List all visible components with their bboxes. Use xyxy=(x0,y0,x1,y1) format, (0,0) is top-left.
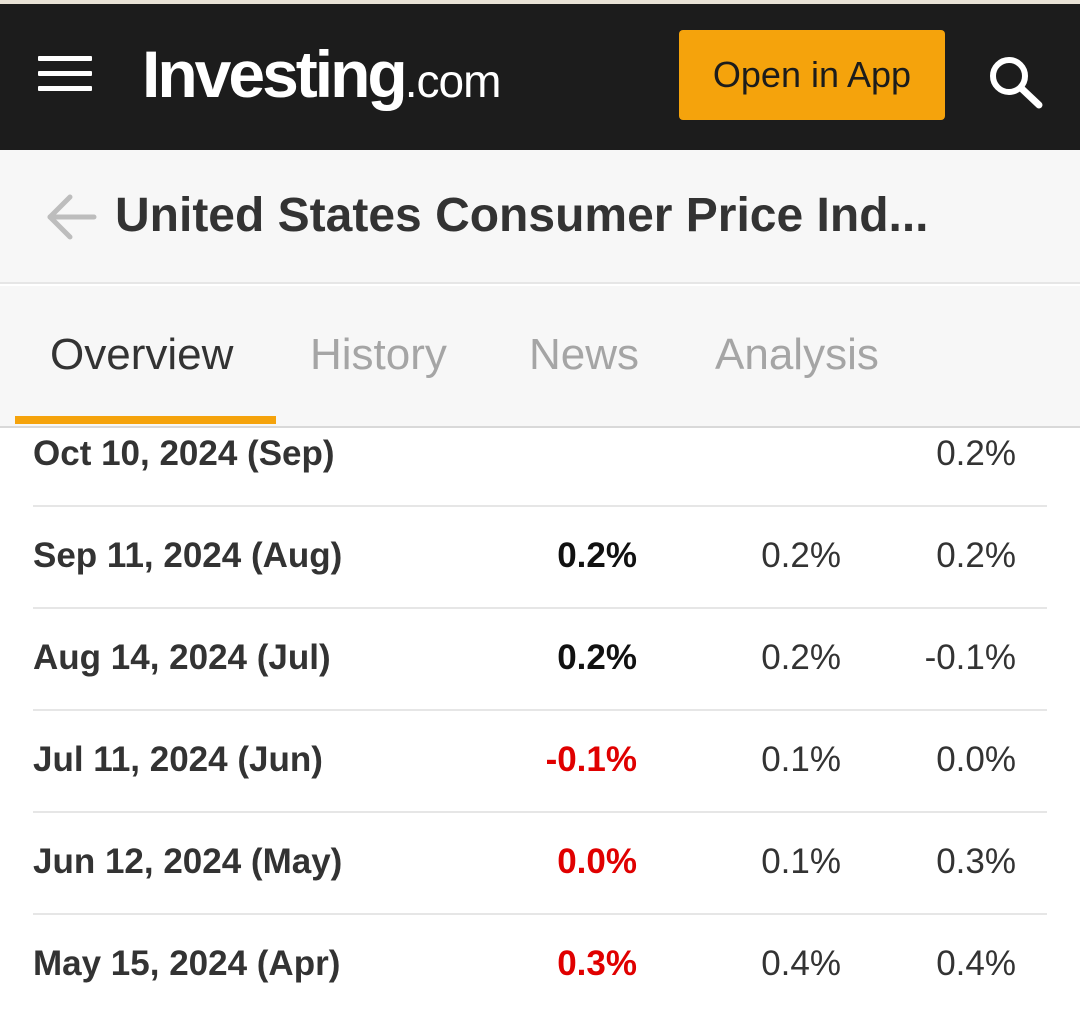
logo-tld-text: .com xyxy=(404,55,502,107)
actual-value: 0.2% xyxy=(557,638,637,677)
actual-value: 0.2% xyxy=(557,536,637,575)
tab-news[interactable]: News xyxy=(529,330,640,379)
hamburger-menu-icon[interactable] xyxy=(38,56,92,96)
table-row: Sep 11, 2024 (Aug) 0.2% 0.2% 0.2% xyxy=(33,507,1047,609)
forecast-value: 0.1% xyxy=(761,740,841,779)
table-row: Jun 12, 2024 (May) 0.0% 0.1% 0.3% xyxy=(33,813,1047,915)
title-bar: United States Consumer Price Ind... xyxy=(0,150,1080,284)
logo-main-text: Investing xyxy=(142,37,408,111)
back-arrow-icon[interactable] xyxy=(44,192,98,242)
release-date: May 15, 2024 (Apr) xyxy=(33,944,341,983)
actual-value: 0.0% xyxy=(557,842,637,881)
tab-overview[interactable]: Overview xyxy=(50,330,234,379)
table-row: Aug 14, 2024 (Jul) 0.2% 0.2% -0.1% xyxy=(33,609,1047,711)
previous-value: 0.3% xyxy=(936,842,1016,881)
actual-value: 0.3% xyxy=(557,944,637,983)
forecast-value: 0.4% xyxy=(761,944,841,983)
tab-history[interactable]: History xyxy=(310,330,447,379)
active-tab-indicator xyxy=(15,416,276,424)
app-header: Investing.com Open in App xyxy=(0,4,1080,150)
table-row: May 15, 2024 (Apr) 0.3% 0.4% 0.4% xyxy=(33,915,1047,1009)
previous-value: 0.0% xyxy=(936,740,1016,779)
release-date: Aug 14, 2024 (Jul) xyxy=(33,638,331,677)
previous-value: 0.4% xyxy=(936,944,1016,983)
forecast-value: 0.2% xyxy=(761,638,841,677)
forecast-value: 0.2% xyxy=(761,536,841,575)
release-date: Jul 11, 2024 (Jun) xyxy=(33,740,323,779)
release-date: Oct 10, 2024 (Sep) xyxy=(33,434,335,473)
previous-value: 0.2% xyxy=(936,434,1016,473)
tab-analysis[interactable]: Analysis xyxy=(715,330,879,379)
investing-logo[interactable]: Investing.com xyxy=(142,34,502,114)
top-border xyxy=(0,0,1080,4)
table-row: Jul 11, 2024 (Jun) -0.1% 0.1% 0.0% xyxy=(33,711,1047,813)
release-date: Jun 12, 2024 (May) xyxy=(33,842,343,881)
previous-value: -0.1% xyxy=(924,638,1016,677)
forecast-value: 0.1% xyxy=(761,842,841,881)
table-row: Oct 10, 2024 (Sep) 0.2% xyxy=(33,430,1047,507)
history-table: Oct 10, 2024 (Sep) 0.2% Sep 11, 2024 (Au… xyxy=(0,430,1080,1009)
page-title: United States Consumer Price Ind... xyxy=(115,189,929,242)
search-icon[interactable] xyxy=(985,54,1045,110)
actual-value: -0.1% xyxy=(545,740,637,779)
release-date: Sep 11, 2024 (Aug) xyxy=(33,536,343,575)
previous-value: 0.2% xyxy=(936,536,1016,575)
tab-bar: Overview History News Analysis xyxy=(0,286,1080,428)
open-in-app-button[interactable]: Open in App xyxy=(679,30,945,120)
